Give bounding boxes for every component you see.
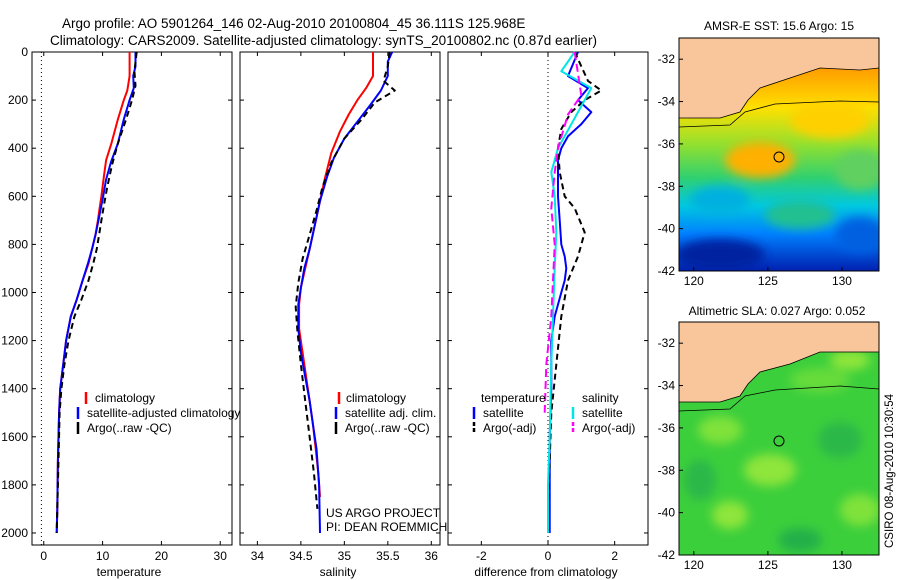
map-y-tick-label: -36 xyxy=(658,137,676,151)
legend-sal-satellite: satellite xyxy=(582,406,623,420)
sst-map-axes xyxy=(678,37,880,272)
sst-map-ticks: 120 125 130 -32 -34 -36 -38 -40 -42 xyxy=(658,52,853,288)
series-line xyxy=(543,51,583,413)
sst-map-panel: AMSR-E SST: 15.6 Argo: 15 120 125 130 -32 -3… xyxy=(658,19,880,288)
map-x-tick-label: 130 xyxy=(832,558,852,572)
series-line xyxy=(547,51,593,533)
x-tick-label: 20 xyxy=(155,549,169,563)
temperature-xlabel: temperature xyxy=(97,565,162,579)
map-y-tick-label: -42 xyxy=(658,264,676,278)
legend-temperature-heading: temperature xyxy=(481,391,546,405)
y-tick-label: 400 xyxy=(8,141,28,155)
legend-temp-argo: Argo(-adj) xyxy=(483,421,536,435)
temperature-legend: climatology satellite-adjusted climatolo… xyxy=(76,391,240,435)
map-y-tick-label: -40 xyxy=(658,506,676,520)
sst-map-image xyxy=(679,38,879,271)
series-line xyxy=(55,51,138,534)
y-tick-label: 800 xyxy=(8,237,28,251)
header-line-1: Argo profile: AO 5901264_146 02-Aug-2010… xyxy=(62,16,525,31)
sla-coastline xyxy=(679,351,879,403)
sla-argo-marker xyxy=(773,435,785,447)
y-tick-label: 2000 xyxy=(1,526,28,540)
x-tick-label: 0 xyxy=(40,549,47,563)
map-y-tick-label: -34 xyxy=(658,379,676,393)
map-y-tick-label: -36 xyxy=(658,421,676,435)
series-line xyxy=(547,51,603,509)
salinity-legend: climatology satellite adj. clim. Argo(..… xyxy=(334,391,436,435)
map-x-tick-label: 120 xyxy=(684,558,704,572)
sst-contour xyxy=(679,100,879,128)
x-tick-label: 35 xyxy=(338,549,352,563)
map-y-tick-label: -32 xyxy=(658,336,676,350)
y-tick-label: 600 xyxy=(8,189,28,203)
salinity-xlabel: salinity xyxy=(320,565,357,579)
difference-legend: temperature satellite Argo(-adj) salinit… xyxy=(472,391,635,435)
header-line-2: Climatology: CARS2009. Satellite-adjuste… xyxy=(50,33,597,48)
map-y-tick-label: -38 xyxy=(658,179,676,193)
sla-map-axes xyxy=(678,321,880,556)
map-y-tick-label: -40 xyxy=(658,222,676,236)
difference-xlabel: difference from climatology xyxy=(474,565,617,579)
sla-map-image xyxy=(679,322,879,555)
x-tick-label: 30 xyxy=(214,549,228,563)
y-tick-label: 1400 xyxy=(1,382,28,396)
y-tick-label: 1600 xyxy=(1,430,28,444)
sst-coastline xyxy=(679,67,879,119)
map-y-tick-label: -32 xyxy=(658,52,676,66)
salinity-panel: 34 34.5 35 35.5 36 salinity climatology sate… xyxy=(239,51,447,579)
legend-climatology: climatology xyxy=(346,391,406,405)
map-x-tick-label: 120 xyxy=(684,274,704,288)
series-line xyxy=(55,52,137,534)
series-line xyxy=(294,51,396,509)
x-tick-label: 10 xyxy=(96,549,110,563)
series-line xyxy=(297,51,394,534)
map-y-tick-label: -42 xyxy=(658,548,676,562)
legend-salinity-heading: salinity xyxy=(582,391,619,405)
x-tick-label: 2 xyxy=(611,549,618,563)
x-tick-label: 36 xyxy=(425,549,439,563)
difference-panel: -2 0 2 difference from climatology tempera… xyxy=(447,51,649,579)
x-tick-label: 34 xyxy=(251,549,265,563)
y-tick-label: 1000 xyxy=(1,285,28,299)
y-tick-label: 1200 xyxy=(1,334,28,348)
salinity-axes xyxy=(239,51,441,546)
map-x-tick-label: 125 xyxy=(758,274,778,288)
x-tick-label: 35.5 xyxy=(376,549,400,563)
legend-sal-argo: Argo(-adj) xyxy=(582,421,635,435)
y-tick-label: 200 xyxy=(8,93,28,107)
sla-map-title: Altimetric SLA: 0.027 Argo: 0.052 xyxy=(689,304,866,318)
sst-argo-marker xyxy=(773,151,785,163)
legend-satellite-adj: satellite adj. clim. xyxy=(345,406,436,420)
y-tick-label: 0 xyxy=(21,45,28,59)
csiro-stamp: CSIRO 08-Aug-2010 10:30:54 xyxy=(884,393,896,548)
sla-land xyxy=(679,322,879,402)
x-tick-label: 0 xyxy=(545,549,552,563)
legend-temp-satellite: satellite xyxy=(483,406,524,420)
x-tick-label: 34.5 xyxy=(289,549,313,563)
temperature-panel: 0 10 20 30 0 200 400 600 800 1000 1200 1400 1600 1800… xyxy=(1,45,240,579)
sst-map-title: AMSR-E SST: 15.6 Argo: 15 xyxy=(704,19,854,33)
map-y-tick-label: -38 xyxy=(658,463,676,477)
legend-climatology: climatology xyxy=(95,391,155,405)
x-tick-label: -2 xyxy=(476,549,487,563)
project-credit: US ARGO PROJECT xyxy=(326,506,441,520)
legend-argo: Argo(..raw -QC) xyxy=(87,421,172,435)
series-line xyxy=(55,52,131,534)
temperature-axes xyxy=(31,51,233,546)
map-x-tick-label: 130 xyxy=(832,274,852,288)
sla-map-ticks: 120 125 130 -32 -34 -36 -38 -40 -42 xyxy=(658,336,853,572)
legend-argo: Argo(..raw -QC) xyxy=(345,421,430,435)
sla-contour xyxy=(679,385,879,412)
map-y-tick-label: -34 xyxy=(658,95,676,109)
map-x-tick-label: 125 xyxy=(758,558,778,572)
pi-credit: PI: DEAN ROEMMICH xyxy=(326,520,447,534)
y-tick-label: 1800 xyxy=(1,478,28,492)
sst-land xyxy=(679,38,879,118)
sla-map-panel: Altimetric SLA: 0.027 Argo: 0.052 120 125… xyxy=(658,304,880,572)
legend-satellite-adjusted: satellite-adjusted climatology xyxy=(87,406,240,420)
